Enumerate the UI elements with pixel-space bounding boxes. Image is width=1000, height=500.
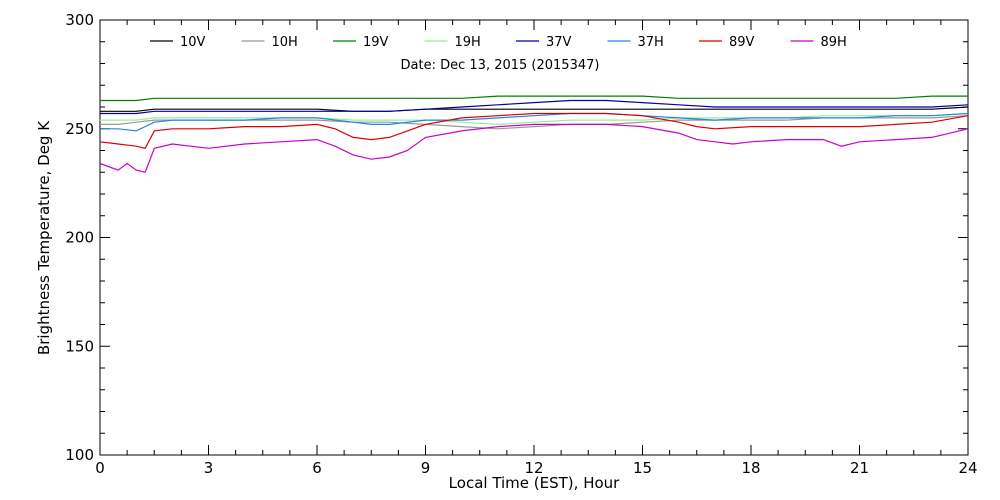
- y-tick-label: 250: [65, 120, 94, 138]
- y-axis-title: Brightness Temperature, Deg K: [35, 120, 53, 355]
- series-line-19h: [100, 112, 969, 126]
- legend-label: 89V: [729, 35, 755, 50]
- series-line-19v: [100, 95, 968, 102]
- legend-label: 89H: [821, 35, 847, 50]
- x-tick-label: 15: [633, 459, 652, 477]
- legend-label: 37H: [638, 35, 664, 50]
- axes: 0 3 6 9 12 15 18 21 24 100 150 200 250 300: [65, 11, 977, 477]
- y-tick-label: 200: [65, 229, 94, 247]
- x-tick-label: 21: [850, 459, 869, 477]
- x-tick-label: 18: [741, 459, 760, 477]
- x-tick-label: 24: [958, 459, 977, 477]
- y-tick-label: 150: [65, 337, 94, 355]
- legend-label: 10H: [272, 35, 298, 50]
- x-tick-label: 9: [421, 459, 431, 477]
- y-tick-label: 100: [65, 446, 94, 464]
- series-layer: [99, 95, 969, 174]
- x-axis-title: Local Time (EST), Hour: [449, 474, 620, 492]
- x-tick-label: 12: [524, 459, 543, 477]
- x-tick-label: 0: [95, 459, 105, 477]
- plot-area-frame: [99, 19, 969, 456]
- legend: 10V 10H 19V 19H 37V 37H 89V 89H: [150, 35, 847, 50]
- series-line-37v: [100, 99, 969, 115]
- y-tick-label: 300: [65, 11, 94, 29]
- x-tick-label: 3: [204, 459, 214, 477]
- legend-label: 19V: [363, 35, 389, 50]
- series-line-89v: [99, 112, 969, 149]
- legend-label: 19H: [455, 35, 481, 50]
- series-line-89h: [99, 123, 969, 174]
- date-label: Date: Dec 13, 2015 (2015347): [401, 58, 600, 73]
- legend-label: 10V: [180, 35, 206, 50]
- x-tick-label: 6: [312, 459, 322, 477]
- series-line-10v: [100, 106, 969, 112]
- legend-label: 37V: [546, 35, 572, 50]
- series-line-37h: [100, 112, 969, 132]
